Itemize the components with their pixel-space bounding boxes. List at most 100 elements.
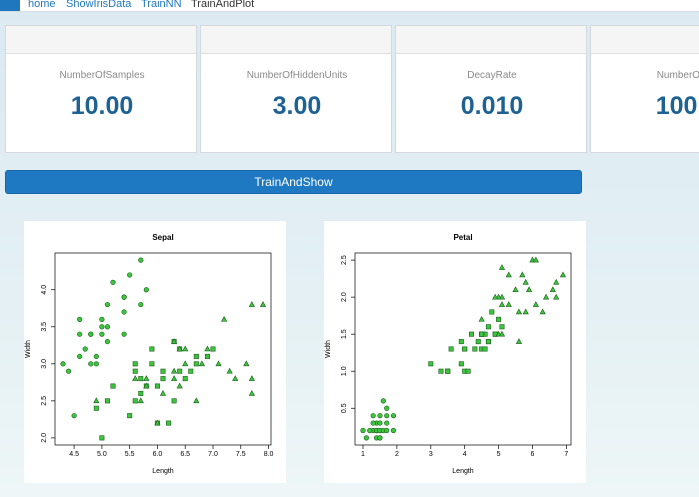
point <box>478 315 485 322</box>
point <box>171 338 178 344</box>
point <box>88 361 94 367</box>
point <box>515 338 523 344</box>
y-tick-label: 1.0 <box>341 366 348 376</box>
point <box>137 397 144 404</box>
card-value: 10.00 <box>70 92 134 120</box>
point <box>159 390 167 396</box>
train-button[interactable]: TrainAndShow <box>5 170 582 194</box>
point <box>127 272 133 278</box>
y-axis-label: Width <box>25 340 32 358</box>
plot-frame <box>54 252 272 446</box>
point <box>71 413 77 419</box>
x-tick-label: 7.5 <box>236 451 246 458</box>
point <box>384 413 390 419</box>
point <box>363 435 369 441</box>
point <box>458 339 464 345</box>
plot-frame <box>354 252 572 446</box>
card-label: NumberOfIter <box>656 70 699 81</box>
card-value: 0.010 <box>460 92 524 120</box>
point <box>77 316 83 322</box>
point <box>248 390 255 396</box>
point <box>390 427 397 434</box>
nav-link[interactable]: ShowIrisData <box>66 0 132 10</box>
point <box>204 345 211 352</box>
card-value: 3.00 <box>272 92 322 120</box>
point <box>522 308 529 315</box>
point <box>121 294 127 300</box>
point <box>99 324 105 330</box>
point <box>82 346 88 352</box>
point <box>482 346 488 352</box>
point <box>154 383 160 389</box>
point <box>99 435 105 441</box>
point <box>485 324 491 330</box>
point <box>380 398 386 404</box>
point <box>138 390 144 396</box>
card-value: 100.0 <box>655 92 699 120</box>
point <box>232 375 239 381</box>
point <box>505 271 512 278</box>
x-tick-label: 7.0 <box>208 451 218 458</box>
point <box>553 293 560 300</box>
point <box>93 353 99 360</box>
point <box>171 375 178 381</box>
point <box>88 331 94 337</box>
point <box>448 346 454 352</box>
x-tick-label: 5.0 <box>97 451 107 458</box>
point <box>498 264 506 270</box>
point <box>121 331 127 337</box>
x-tick-label: 6.0 <box>153 451 163 458</box>
point <box>390 413 397 419</box>
x-tick-label: 2 <box>395 451 399 458</box>
nav-link[interactable]: TrainAndPlot <box>191 0 255 10</box>
point <box>182 345 189 352</box>
point <box>177 368 183 374</box>
card-header <box>6 26 196 54</box>
point <box>204 353 210 359</box>
point <box>127 413 133 419</box>
point <box>377 435 383 441</box>
point <box>438 368 444 374</box>
point <box>512 286 519 293</box>
point <box>138 257 144 263</box>
y-tick-label: 3.0 <box>41 359 48 369</box>
point <box>377 413 383 419</box>
point <box>132 361 138 367</box>
point <box>549 286 556 293</box>
point <box>248 375 255 381</box>
point <box>462 346 468 352</box>
point <box>542 293 550 300</box>
point <box>445 368 451 374</box>
x-tick-label: 5.5 <box>125 451 135 458</box>
point <box>525 286 533 293</box>
y-tick-label: 2.5 <box>341 255 348 265</box>
point <box>248 301 255 307</box>
point <box>498 330 506 337</box>
point <box>143 382 150 389</box>
point <box>499 324 505 330</box>
point <box>370 413 376 419</box>
card-label: NumberOfSamples <box>59 70 145 81</box>
point <box>532 301 539 307</box>
nav-link[interactable]: TrainNN <box>141 0 182 10</box>
point <box>496 316 502 322</box>
point <box>485 339 491 345</box>
y-axis-label: Width <box>325 340 332 358</box>
point <box>160 368 166 374</box>
value-card: DecayRate 0.010 <box>395 25 587 153</box>
point <box>539 308 546 315</box>
point <box>110 383 116 389</box>
point <box>472 346 478 352</box>
point <box>149 346 155 352</box>
point <box>93 361 99 367</box>
point <box>143 375 150 381</box>
point <box>176 382 183 389</box>
point <box>221 315 228 322</box>
nav-link[interactable]: home <box>28 0 56 10</box>
point <box>198 360 205 367</box>
point <box>492 293 499 300</box>
x-tick-label: 6 <box>531 451 535 458</box>
chart: Sepal 4.5 5.0 5.5 6.0 6.5 7.0 7.5 8.0 2.0 2.5 3.0 3.… <box>24 221 286 483</box>
point <box>367 427 373 434</box>
